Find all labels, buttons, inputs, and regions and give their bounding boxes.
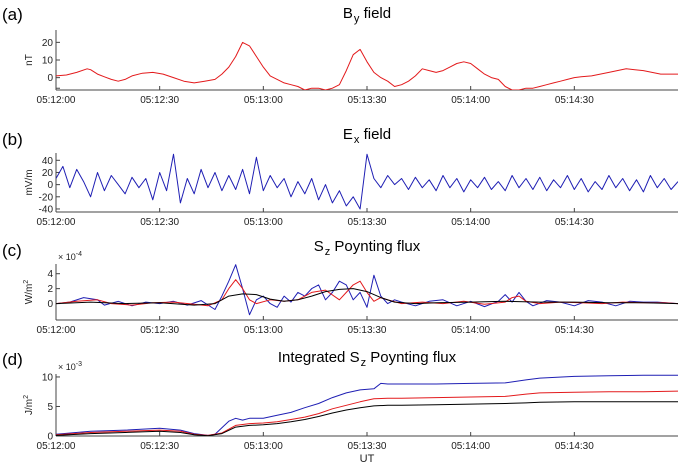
y-axis-label: W/m2 [23,280,35,305]
y-tick-label: -40 [39,204,54,215]
x-tick-label: 05:12:00 [37,95,76,106]
x-tick-label: 05:14:00 [451,325,490,336]
x-tick-label: 05:14:30 [555,217,594,228]
x-tick-label: 05:14:30 [555,95,594,106]
y-axis-label: mV/m [24,169,35,195]
series-line-red [56,390,678,436]
x-tick-label: 05:12:00 [37,325,76,336]
x-tick-label: 05:14:00 [451,95,490,106]
x-tick-label: 05:12:30 [140,217,179,228]
x-tick-label: 05:12:30 [140,441,179,452]
panel-title: By field [343,5,391,25]
y-tick-label: -20 [39,192,54,203]
x-tick-label: 05:13:00 [244,441,283,452]
panel-label: (d) [2,350,23,369]
series-line-black [56,288,678,306]
panel-title: Integrated Sz Poynting flux [278,349,457,369]
x-tick-label: 05:13:30 [348,95,387,106]
panel-a: (a) By field 0 10 20 05:12:00 05:12:30 05:13:00… [2,5,678,106]
x-tick-label: 05:12:00 [37,441,76,452]
x-tick-label: 05:12:30 [140,95,179,106]
x-tick-label: 05:14:00 [451,441,490,452]
x-tick-label: 05:13:00 [244,217,283,228]
y-tick-label: 2 [47,284,53,295]
panel-label: (b) [2,130,23,149]
x-tick-label: 05:13:00 [244,325,283,336]
y-tick-label: 5 [47,402,53,413]
y-tick-label: 20 [42,38,54,49]
x-tick-label: 05:12:00 [37,217,76,228]
series-line-ex [56,153,678,210]
x-tick-label: 05:13:30 [348,325,387,336]
x-tick-label: 05:14:30 [555,441,594,452]
y-tick-label: 0 [47,73,53,84]
y-tick-label: 0 [47,180,53,191]
panel-c: (c) Sz Poynting flux 0 2 4 05:12:00 05:12:30 05… [2,238,678,336]
y-tick-label: 4 [47,269,53,280]
x-tick-label: 05:12:30 [140,325,179,336]
panel-label: (a) [2,5,23,24]
series-line-by [56,41,678,90]
panel-title: Ex field [343,126,391,146]
y-tick-label: 10 [42,372,54,383]
y-axis-label: J/m2 [23,395,35,415]
series-line-blue [56,374,678,436]
y-tick-label: 0 [47,299,53,310]
x-tick-label: 05:14:30 [555,325,594,336]
x-tick-label: 05:13:30 [348,217,387,228]
series-line-black [56,401,678,436]
panel-d: (d) Integrated Sz Poynting flux 0 5 10 05:12:… [2,349,678,452]
x-tick-label: 05:13:30 [348,441,387,452]
x-axis-title: UT [360,453,375,465]
panel-label: (c) [2,241,22,260]
panel-title: Sz Poynting flux [314,238,421,258]
x-tick-label: 05:14:00 [451,217,490,228]
y-tick-label: 10 [42,56,54,67]
y-tick-label: 20 [42,168,54,179]
x-tick-label: 05:13:00 [244,95,283,106]
y-scale-exponent: × 10-3 [58,361,82,372]
y-axis-label: nT [24,54,35,66]
y-tick-label: 0 [47,432,53,443]
y-scale-exponent: × 10-4 [58,251,82,262]
y-tick-label: 40 [42,156,54,167]
series-line-blue [56,264,678,316]
